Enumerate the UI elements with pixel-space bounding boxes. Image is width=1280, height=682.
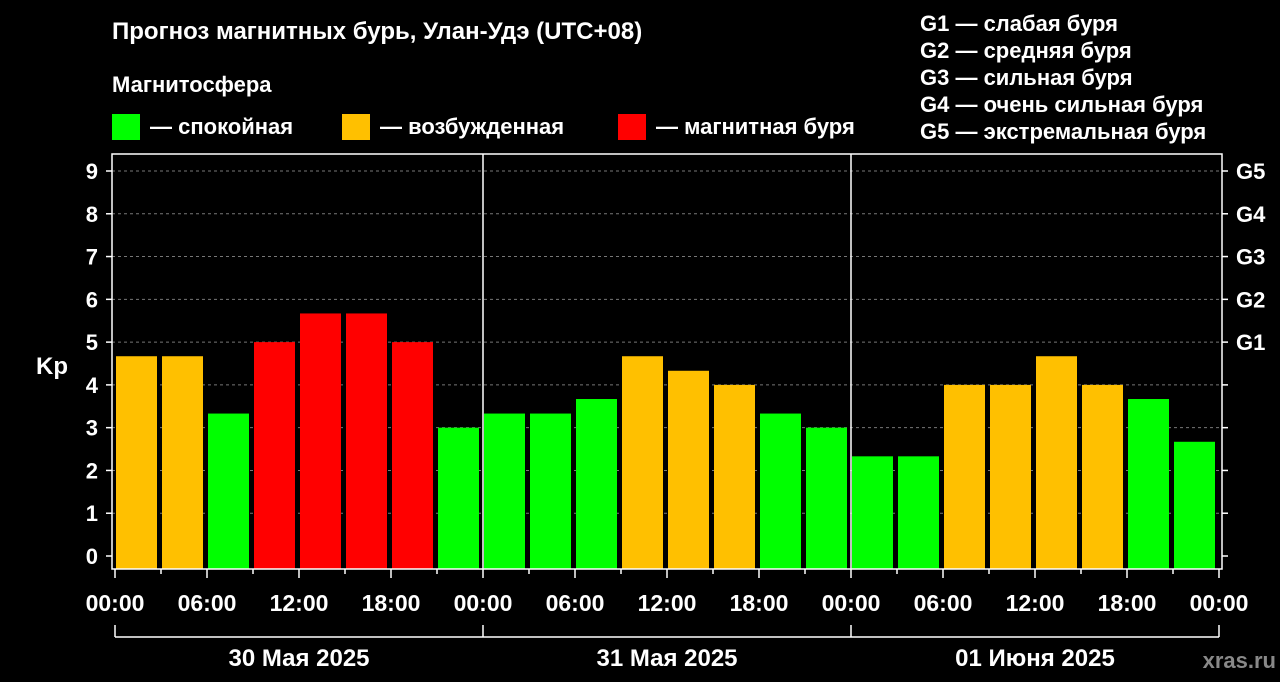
- g-level-list: G1 — слабая буря G2 — средняя буря G3 — …: [920, 10, 1206, 145]
- bar-9: [530, 413, 571, 569]
- bar-1: [162, 356, 203, 569]
- x-tick-label-12: 00:00: [1190, 590, 1249, 616]
- bar-2: [208, 413, 249, 569]
- g-level-5: G5 — экстремальная буря: [920, 119, 1207, 144]
- legend-item-storm: — магнитная буря: [618, 114, 855, 140]
- bar-11: [622, 356, 663, 569]
- bar-17: [898, 456, 939, 569]
- x-tick-label-4: 00:00: [454, 590, 513, 616]
- y-tick-label-3: 3: [86, 416, 98, 441]
- right-label-g5: G5: [1236, 159, 1265, 184]
- bar-21: [1082, 384, 1123, 569]
- legend-swatch-storm: [618, 114, 646, 140]
- bar-18: [944, 384, 985, 569]
- y-tick-label-7: 7: [86, 245, 98, 270]
- y-tick-label-6: 6: [86, 287, 98, 312]
- g-level-3: G3 — сильная буря: [920, 65, 1133, 90]
- g-level-2: G2 — средняя буря: [920, 38, 1132, 63]
- right-label-g4: G4: [1236, 202, 1266, 227]
- legend-label-storm: — магнитная буря: [656, 114, 855, 139]
- right-label-g2: G2: [1236, 287, 1265, 312]
- x-tick-label-7: 18:00: [730, 590, 789, 616]
- y-tick-label-9: 9: [86, 159, 98, 184]
- y-tick-label-4: 4: [86, 373, 99, 398]
- legend-item-calm: — спокойная: [112, 114, 293, 140]
- bar-12: [668, 370, 709, 569]
- bar-8: [484, 413, 525, 569]
- x-tick-label-1: 06:00: [178, 590, 237, 616]
- legend-swatch-excited: [342, 114, 370, 140]
- bar-5: [346, 313, 387, 569]
- legend-swatch-calm: [112, 114, 140, 140]
- bar-10: [576, 399, 617, 569]
- g-level-4: G4 — очень сильная буря: [920, 92, 1204, 117]
- bar-20: [1036, 356, 1077, 569]
- legend-label-excited: — возбужденная: [380, 114, 565, 139]
- y-tick-label-8: 8: [86, 202, 98, 227]
- day-label-0: 30 Мая 2025: [228, 645, 369, 672]
- chart-title: Прогноз магнитных бурь, Улан-Удэ (UTC+08…: [112, 18, 643, 45]
- bar-13: [714, 384, 755, 569]
- right-label-g1: G1: [1236, 330, 1265, 355]
- day-label-2: 01 Июня 2025: [955, 645, 1115, 672]
- legend: — спокойная — возбужденная — магнитная б…: [0, 114, 900, 144]
- x-tick-label-5: 06:00: [546, 590, 605, 616]
- bar-0: [116, 356, 157, 569]
- bar-19: [990, 384, 1031, 569]
- y-axis-label: Kp: [36, 353, 68, 380]
- bar-6: [392, 342, 433, 569]
- x-tick-label-3: 18:00: [362, 590, 421, 616]
- bar-23: [1174, 441, 1215, 569]
- x-tick-label-11: 18:00: [1098, 590, 1157, 616]
- bar-15: [806, 427, 847, 569]
- y-tick-label-1: 1: [86, 501, 98, 526]
- x-tick-label-0: 00:00: [86, 590, 145, 616]
- bar-4: [300, 313, 341, 569]
- bar-7: [438, 427, 479, 569]
- x-tick-label-10: 12:00: [1006, 590, 1065, 616]
- y-tick-label-2: 2: [86, 458, 98, 483]
- legend-subtitle: Магнитосфера: [112, 72, 272, 97]
- legend-label-calm: — спокойная: [150, 114, 294, 139]
- g-level-1: G1 — слабая буря: [920, 11, 1119, 36]
- y-tick-label-0: 0: [86, 544, 98, 569]
- x-tick-label-2: 12:00: [270, 590, 329, 616]
- x-tick-label-8: 00:00: [822, 590, 881, 616]
- x-tick-label-9: 06:00: [914, 590, 973, 616]
- bar-3: [254, 342, 295, 569]
- legend-item-excited: — возбужденная: [342, 114, 564, 140]
- x-tick-label-6: 12:00: [638, 590, 697, 616]
- right-label-g3: G3: [1236, 245, 1265, 270]
- bar-16: [852, 456, 893, 569]
- bar-22: [1128, 399, 1169, 569]
- y-tick-label-5: 5: [86, 330, 98, 355]
- day-label-1: 31 Мая 2025: [596, 645, 737, 672]
- bar-14: [760, 413, 801, 569]
- watermark: xras.ru: [1202, 648, 1276, 673]
